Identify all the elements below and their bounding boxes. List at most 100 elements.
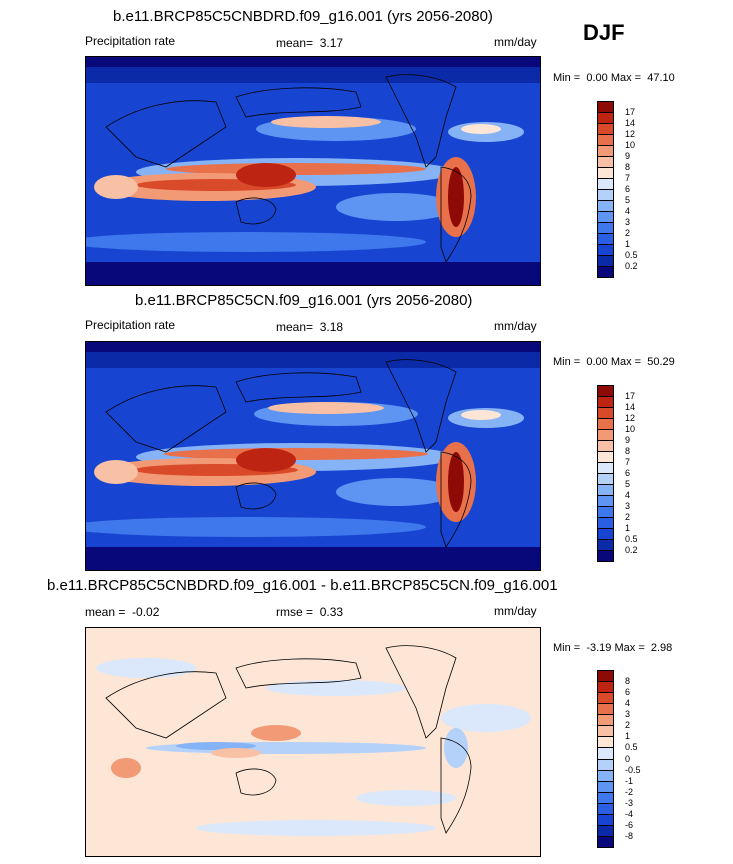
colorbar-tick-label: 0.5: [625, 250, 638, 260]
colorbar-swatch: [597, 418, 614, 430]
colorbar-swatch: [597, 255, 614, 267]
panel-2-title: b.e11.BRCP85C5CN.f09_g16.001 (yrs 2056-2…: [135, 292, 473, 309]
panel-3-map: [85, 627, 541, 857]
colorbar-tick-label: 9: [625, 435, 631, 445]
colorbar-swatch: [597, 167, 614, 179]
colorbar-swatch: [597, 156, 614, 168]
panel-2-max-value: 50.29: [647, 356, 675, 368]
colorbar-swatch: [597, 681, 614, 694]
panel-1-minmax: Min = 0.00 Max = 47.10: [553, 72, 675, 84]
colorbar-tick-label: 3: [625, 709, 631, 720]
colorbar-tick-label: 5: [625, 195, 631, 205]
colorbar-tick-label: 1: [625, 523, 631, 533]
colorbar-tick-label: 0.5: [625, 534, 638, 544]
panel-2-colorbar: [597, 385, 614, 562]
colorbar-swatch: [597, 440, 614, 452]
colorbar-swatch: [597, 484, 614, 496]
colorbar-swatch: [597, 101, 614, 113]
panel-1-max-label: Max =: [610, 72, 642, 84]
colorbar-tick-label: 8: [625, 162, 631, 172]
panel-2-min-label: Min =: [553, 356, 581, 368]
panel-1-max-value: 47.10: [647, 72, 675, 84]
colorbar-tick-label: 0: [625, 753, 631, 764]
colorbar-swatch: [597, 550, 614, 562]
panel-3-mean-label: mean =: [85, 605, 126, 619]
panel-2-mean: mean= 3.18: [276, 320, 343, 334]
panel-2-min-value: 0.00: [586, 356, 608, 368]
panel-3-mean: mean = -0.02: [85, 605, 159, 619]
panel-1-mean: mean= 3.17: [276, 36, 343, 50]
panel-3-field: [86, 628, 540, 856]
colorbar-swatch: [597, 758, 614, 771]
panel-3-max-value: 2.98: [650, 642, 673, 654]
colorbar-swatch: [597, 791, 614, 804]
colorbar-swatch: [597, 451, 614, 463]
colorbar-tick-label: 3: [625, 217, 631, 227]
colorbar-swatch: [597, 134, 614, 146]
panel-2-units: mm/day: [494, 319, 537, 333]
colorbar-tick-label: 10: [625, 140, 636, 150]
colorbar-tick-label: 6: [625, 184, 631, 194]
colorbar-tick-label: 8: [625, 676, 631, 687]
colorbar-swatch: [597, 780, 614, 793]
colorbar-swatch: [597, 528, 614, 540]
colorbar-tick-label: -1: [625, 775, 634, 786]
panel-3-max-label: Max =: [614, 642, 645, 654]
colorbar-swatch: [597, 396, 614, 408]
colorbar-tick-label: 17: [625, 107, 636, 117]
panel-3-colorbar: [597, 670, 614, 848]
colorbar-tick-label: -3: [625, 797, 634, 808]
panel-1-mean-value: 3.17: [319, 36, 344, 50]
colorbar-swatch: [597, 145, 614, 157]
panel-2-mean-value: 3.18: [319, 320, 344, 334]
colorbar-tick-label: 9: [625, 151, 631, 161]
colorbar-swatch: [597, 266, 614, 278]
colorbar-tick-label: 5: [625, 479, 631, 489]
colorbar-tick-label: 4: [625, 698, 631, 709]
panel-3-title: b.e11.BRCP85C5CNBDRD.f09_g16.001 - b.e11…: [47, 577, 558, 594]
panel-1-units: mm/day: [494, 35, 537, 49]
panel-1-colorbar: [597, 101, 614, 278]
colorbar-swatch: [597, 802, 614, 815]
colorbar-swatch: [597, 200, 614, 212]
colorbar-tick-label: 4: [625, 490, 631, 500]
panel-2-variable: Precipitation rate: [85, 318, 176, 332]
colorbar-swatch: [597, 123, 614, 135]
colorbar-tick-label: 14: [625, 118, 636, 128]
panel-1-variable: Precipitation rate: [85, 34, 176, 48]
colorbar-tick-label: 6: [625, 468, 631, 478]
colorbar-swatch: [597, 736, 614, 749]
colorbar-tick-label: 1: [625, 239, 631, 249]
panel-3-mean-value: -0.02: [132, 605, 160, 619]
colorbar-tick-label: 17: [625, 391, 636, 401]
colorbar-swatch: [597, 517, 614, 529]
colorbar-tick-label: 12: [625, 129, 636, 139]
panel-1-min-label: Min =: [553, 72, 581, 84]
panel-3-rmse: rmse = 0.33: [276, 605, 343, 619]
panel-3-minmax: Min = -3.19 Max = 2.98: [553, 642, 672, 654]
colorbar-tick-label: 8: [625, 446, 631, 456]
panel-3-units: mm/day: [494, 604, 537, 618]
panel-2-map: [85, 341, 541, 571]
colorbar-swatch: [597, 813, 614, 826]
panel-1-mean-label: mean=: [276, 36, 314, 50]
panel-2-minmax: Min = 0.00 Max = 50.29: [553, 356, 675, 368]
colorbar-swatch: [597, 407, 614, 419]
colorbar-tick-label: -0.5: [625, 764, 641, 775]
panel-1-min-value: 0.00: [586, 72, 608, 84]
colorbar-tick-label: 10: [625, 424, 636, 434]
colorbar-tick-label: -6: [625, 819, 634, 830]
colorbar-swatch: [597, 189, 614, 201]
colorbar-tick-label: 1: [625, 731, 631, 742]
colorbar-tick-label: 4: [625, 206, 631, 216]
colorbar-swatch: [597, 473, 614, 485]
colorbar-swatch: [597, 824, 614, 837]
colorbar-tick-label: -8: [625, 830, 634, 841]
panel-3-min-label: Min =: [553, 642, 581, 654]
panel-3-rmse-label: rmse =: [276, 605, 314, 619]
colorbar-tick-label: 12: [625, 413, 636, 423]
colorbar-tick-label: -4: [625, 808, 634, 819]
colorbar-swatch: [597, 714, 614, 727]
colorbar-swatch: [597, 244, 614, 256]
colorbar-swatch: [597, 429, 614, 441]
